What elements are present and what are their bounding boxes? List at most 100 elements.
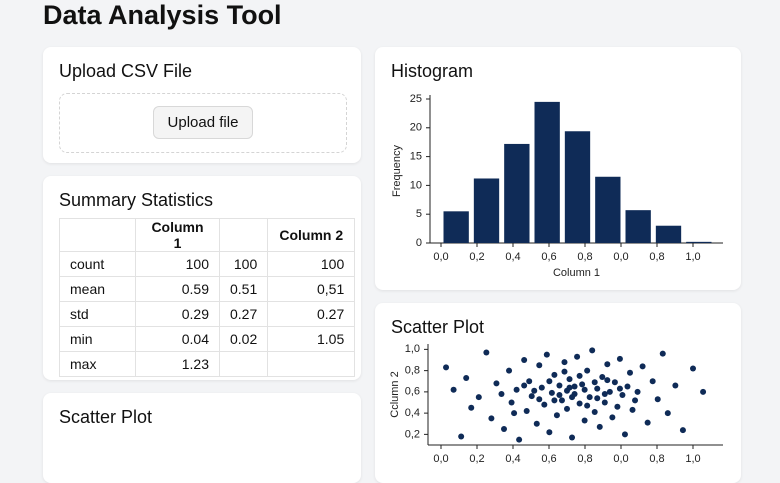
x-tick-label: 0,0 — [613, 251, 628, 263]
table-cell: min — [59, 326, 136, 352]
point — [690, 365, 696, 372]
point — [601, 390, 608, 397]
bar — [564, 131, 591, 243]
scatter-card: Scatter Plot — [43, 393, 361, 483]
table-cell: max — [59, 351, 136, 377]
table-row: min 0.04 0.02 1.05 — [59, 326, 356, 352]
table-cell: 0.27 — [267, 301, 356, 327]
point — [629, 406, 636, 413]
bar — [534, 101, 560, 243]
y-tick-label: 5 — [416, 208, 422, 220]
point — [599, 373, 606, 380]
card-title: Histogram — [391, 61, 474, 81]
point — [581, 417, 588, 424]
point — [521, 356, 528, 363]
x-axis-label: Column 1 — [553, 267, 600, 279]
table-cell: 0,51 — [267, 276, 356, 302]
point — [614, 403, 621, 410]
point — [463, 375, 470, 382]
point — [594, 395, 601, 402]
point — [591, 409, 598, 416]
bar — [473, 178, 500, 243]
y-tick-label: 0,4 — [405, 407, 420, 419]
point — [591, 379, 598, 386]
point — [604, 361, 611, 368]
point — [533, 420, 540, 427]
point — [526, 378, 533, 385]
x-tick-label: 0,8 — [649, 251, 664, 263]
point — [616, 355, 623, 362]
table-cell: 0.29 — [135, 301, 220, 327]
table-row: mean 0.59 0.51 0,51 — [59, 276, 356, 302]
x-tick-label: 0,2 — [469, 251, 484, 263]
summary-table: Column 1 Column 2 count 100 100 100 mean 0.59 0… — [59, 218, 356, 377]
table-cell: mean — [59, 276, 136, 302]
bar — [655, 225, 682, 243]
point — [551, 397, 558, 404]
point — [700, 388, 707, 395]
point — [513, 386, 520, 393]
upload-card: Upload CSV File Upload file — [43, 47, 361, 163]
x-tick-label: 0,4 — [505, 453, 520, 465]
table-cell: 0.27 — [218, 301, 269, 327]
table-row: std 0.29 0.27 0.27 — [59, 301, 356, 327]
y-tick-label: 0 — [416, 237, 422, 249]
summary-card: Summary Statistics Column 1 Column 2 coun… — [43, 176, 361, 380]
x-tick-label: 0,0 — [433, 251, 448, 263]
upload-button[interactable]: Upload file — [153, 106, 253, 139]
column-header — [218, 218, 269, 252]
table-cell: 100 — [135, 251, 220, 277]
column-header: Column 1 — [135, 218, 220, 252]
drop-zone[interactable]: Upload file — [59, 93, 347, 153]
point — [556, 382, 563, 389]
point — [649, 378, 656, 385]
point — [611, 379, 618, 386]
point — [458, 433, 465, 440]
table-row: max 1.23 — [59, 351, 356, 377]
point — [659, 350, 666, 357]
point — [556, 392, 563, 399]
histogram-card: Histogram 0 5 10 15 20 25 0,0 0,2 0,4 0,6 0,8 0,0 0,… — [375, 47, 741, 290]
point — [596, 423, 603, 430]
point — [551, 371, 558, 378]
card-title: Summary Statistics — [59, 190, 214, 210]
table-cell — [218, 351, 269, 377]
y-tick-label: 0,2 — [405, 428, 420, 440]
bar — [504, 143, 530, 243]
point — [553, 412, 560, 419]
point — [516, 436, 523, 443]
point — [621, 431, 628, 438]
point — [616, 385, 623, 392]
point — [558, 397, 565, 404]
y-tick-label: 25 — [410, 93, 422, 105]
point — [483, 349, 490, 356]
point — [538, 384, 545, 391]
histogram-chart: 0 5 10 15 20 25 0,0 0,2 0,4 0,6 0,8 0,0 0,8 1,0 Column… — [391, 93, 723, 279]
point — [627, 369, 633, 376]
x-tick-label: 0,8 — [577, 453, 592, 465]
point — [536, 362, 543, 369]
point — [528, 393, 535, 400]
point — [571, 383, 578, 390]
x-tick-label: 0,8 — [577, 251, 592, 263]
point — [609, 414, 616, 421]
point — [584, 367, 591, 374]
point — [576, 372, 583, 379]
x-tick-label: 0,0 — [613, 453, 628, 465]
point — [584, 402, 591, 409]
table-cell: 0.59 — [135, 276, 220, 302]
table-cell: 0.51 — [218, 276, 269, 302]
table-cell: 1.05 — [267, 326, 356, 352]
point — [564, 405, 570, 412]
point — [569, 394, 576, 401]
point — [601, 399, 608, 406]
card-title: Scatter Plot — [59, 407, 153, 427]
table-cell: 0.02 — [218, 326, 269, 352]
point — [548, 389, 555, 396]
point — [488, 415, 495, 422]
y-axis-label: Cclumn 2 — [389, 371, 401, 417]
y-tick-label: 0,8 — [405, 364, 420, 376]
point — [634, 388, 641, 395]
x-tick-label: 0,6 — [541, 251, 556, 263]
y-tick-label: 0,6 — [405, 386, 420, 398]
